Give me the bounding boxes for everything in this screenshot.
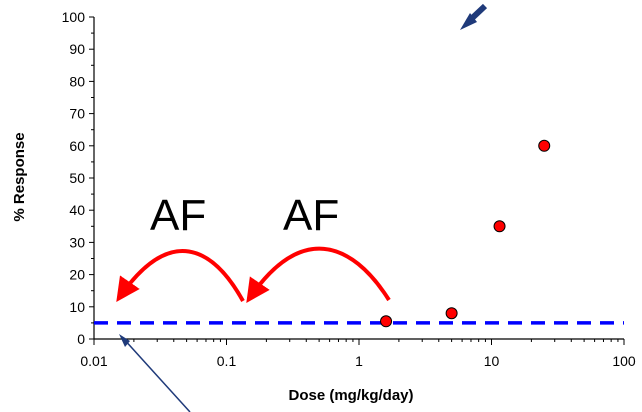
y-tick-label: 80 xyxy=(69,73,85,89)
y-tick-label: 100 xyxy=(62,9,86,25)
data-points xyxy=(380,139,551,328)
y-tick-label: 30 xyxy=(69,234,85,250)
x-tick-label: 0.1 xyxy=(217,353,237,369)
af-arrow-1 xyxy=(116,249,245,302)
pointer-line xyxy=(121,336,191,412)
x-tick-label: 1 xyxy=(355,353,363,369)
x-tick-label: 0.01 xyxy=(80,353,107,369)
y-tick-label: 20 xyxy=(69,267,85,283)
y-tick-label: 70 xyxy=(69,106,85,122)
y-tick-label: 10 xyxy=(69,299,85,315)
tick-labels: 0 10 20 30 40 50 60 70 80 90 100 0.01 0.1 1 10 100 xyxy=(62,9,636,369)
y-tick-label: 50 xyxy=(69,170,85,186)
tick-marks xyxy=(89,16,625,345)
pointer-arrow-head xyxy=(460,13,477,30)
af-label-1: AF xyxy=(150,191,206,240)
x-tick-label: 100 xyxy=(612,353,636,369)
annotations xyxy=(116,3,488,412)
data-point xyxy=(380,315,393,328)
x-axis-title: Dose (mg/kg/day) xyxy=(288,387,413,404)
axes xyxy=(93,17,624,340)
y-tick-label: 60 xyxy=(69,138,85,154)
pointer-line-head xyxy=(119,334,130,347)
data-point xyxy=(493,220,506,233)
y-tick-label: 0 xyxy=(77,331,85,347)
y-tick-label: 40 xyxy=(69,202,85,218)
data-point xyxy=(445,307,458,320)
y-axis-title: % Response xyxy=(11,132,28,221)
af-arrow-2 xyxy=(246,246,391,303)
x-tick-label: 10 xyxy=(484,353,500,369)
y-tick-label: 90 xyxy=(69,41,85,57)
data-point xyxy=(538,139,551,152)
af-label-2: AF xyxy=(283,191,339,240)
